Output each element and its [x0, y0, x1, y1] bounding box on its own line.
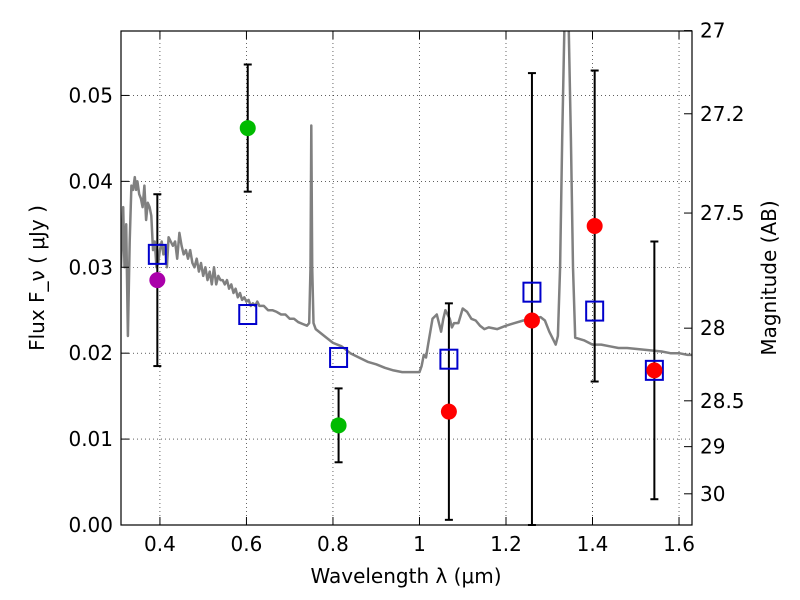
x-axis-label: Wavelength λ (μm)	[310, 564, 501, 588]
observed-point	[440, 403, 457, 420]
marker-layer	[147, 120, 664, 434]
model-square	[329, 346, 349, 368]
x-tick-label: 1.2	[490, 532, 522, 556]
tick-layer: 0.4 0.6 0.8 1 1.2 1.4 1.6 0.00 0.01 0.02 0.03 0.04 0…	[68, 19, 744, 556]
y-tick-label: 0.02	[68, 341, 113, 365]
y-axis-label: Flux F_ν ( μJy )	[25, 205, 49, 351]
observed-point	[586, 218, 603, 235]
observed-point	[523, 312, 540, 329]
observed-point	[646, 362, 663, 379]
model-square	[522, 281, 542, 303]
right-tick-label: 27.2	[700, 102, 745, 126]
x-tick-label: 1.6	[663, 532, 695, 556]
right-tick-label: 28.5	[700, 389, 745, 413]
y-tick-label: 0.03	[68, 255, 113, 279]
model-square	[644, 359, 664, 381]
x-tick-label: 1.4	[577, 532, 609, 556]
observed-point	[149, 272, 166, 289]
observed-point	[239, 120, 256, 137]
right-tick-label: 27.5	[700, 201, 745, 225]
y-tick-label: 0.04	[68, 169, 113, 193]
right-tick-label: 28	[700, 316, 725, 340]
x-tick-label: 0.4	[144, 532, 176, 556]
right-tick-label: 30	[700, 482, 725, 506]
model-square	[238, 304, 258, 326]
model-square	[147, 243, 167, 265]
right-tick-label: 29	[700, 435, 725, 459]
y-tick-label: 0.01	[68, 427, 113, 451]
spectrum-line	[121, 31, 692, 374]
model-square	[439, 348, 459, 370]
y-tick-label: 0.05	[68, 83, 113, 107]
data-layer	[121, 31, 692, 374]
y-axis-right-label: Magnitude (AB)	[757, 200, 781, 355]
x-tick-label: 0.6	[231, 532, 263, 556]
x-tick-label: 1	[413, 532, 426, 556]
y-tick-label: 0.00	[68, 513, 113, 537]
x-tick-label: 0.8	[317, 532, 349, 556]
observed-point	[330, 417, 347, 434]
plot-frame	[120, 30, 693, 526]
model-square	[585, 300, 605, 322]
right-tick-label: 27	[700, 19, 725, 43]
